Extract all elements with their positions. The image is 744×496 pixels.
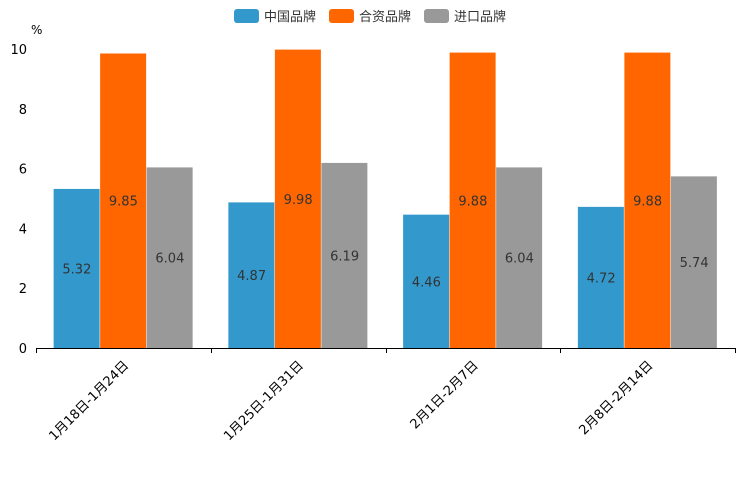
legend-swatch-3[interactable] [424,9,449,23]
bar-1-2[interactable] [100,53,147,349]
bar-value-label: 4.46 [412,275,441,290]
y-tick-label: 4 [19,222,27,237]
bar-1-3[interactable] [146,167,193,348]
bar-3-1[interactable] [403,214,450,348]
bar-value-label: 4.72 [587,271,616,286]
bar-value-label: 6.04 [505,252,534,267]
y-tick-label: 2 [19,282,27,297]
bar-value-label: 9.88 [458,194,487,209]
bar-value-label: 6.19 [330,249,359,264]
bar-value-label: 4.87 [237,269,266,284]
x-category-label: 1月18日-1月24日 [46,358,132,444]
bar-value-label: 5.74 [680,256,709,271]
legend-label-1[interactable]: 中国品牌 [264,9,316,25]
x-category-label: 1月25日-1月31日 [221,358,307,444]
bar-4-3[interactable] [670,176,717,348]
bar-4-1[interactable] [577,206,624,348]
y-tick-label: 0 [19,342,27,357]
legend-swatch-1[interactable] [234,9,259,23]
x-category-label: 2月1日-2月7日 [408,358,482,432]
bar-2-2[interactable] [274,49,321,349]
y-tick-label: 8 [19,103,27,118]
y-axis-unit-label: % [31,23,42,37]
bar-value-label: 9.98 [284,193,313,208]
x-axis: 1月18日-1月24日 1月25日-1月31日 2月1日-2月7日 2月8日-2月14… [36,348,736,444]
legend-label-2[interactable]: 合资品牌 [359,9,411,25]
bar-4-2[interactable] [624,52,671,348]
bar-2-1[interactable] [228,202,275,348]
legend-label-3[interactable]: 进口品牌 [454,9,506,25]
bar-value-label: 6.04 [155,252,184,267]
bar-1-1[interactable] [53,188,100,348]
bar-value-label: 9.88 [633,194,662,209]
y-axis: 0 2 4 6 8 10 [10,43,27,357]
bar-value-label: 5.32 [62,262,91,277]
x-category-label: 2月8日-2月14日 [577,358,657,438]
y-tick-label: 10 [10,43,27,58]
legend: 中国品牌 合资品牌 进口品牌 [234,9,506,25]
bar-3-2[interactable] [449,52,496,348]
legend-swatch-2[interactable] [329,9,354,23]
bar-3-3[interactable] [496,167,543,348]
bar-2-3[interactable] [321,162,368,348]
bars: 5.32 9.85 6.04 4.87 9.98 6.19 4.46 9.88 6.04 4.72… [53,49,717,349]
y-tick-label: 6 [19,163,27,178]
bar-value-label: 9.85 [109,195,138,210]
